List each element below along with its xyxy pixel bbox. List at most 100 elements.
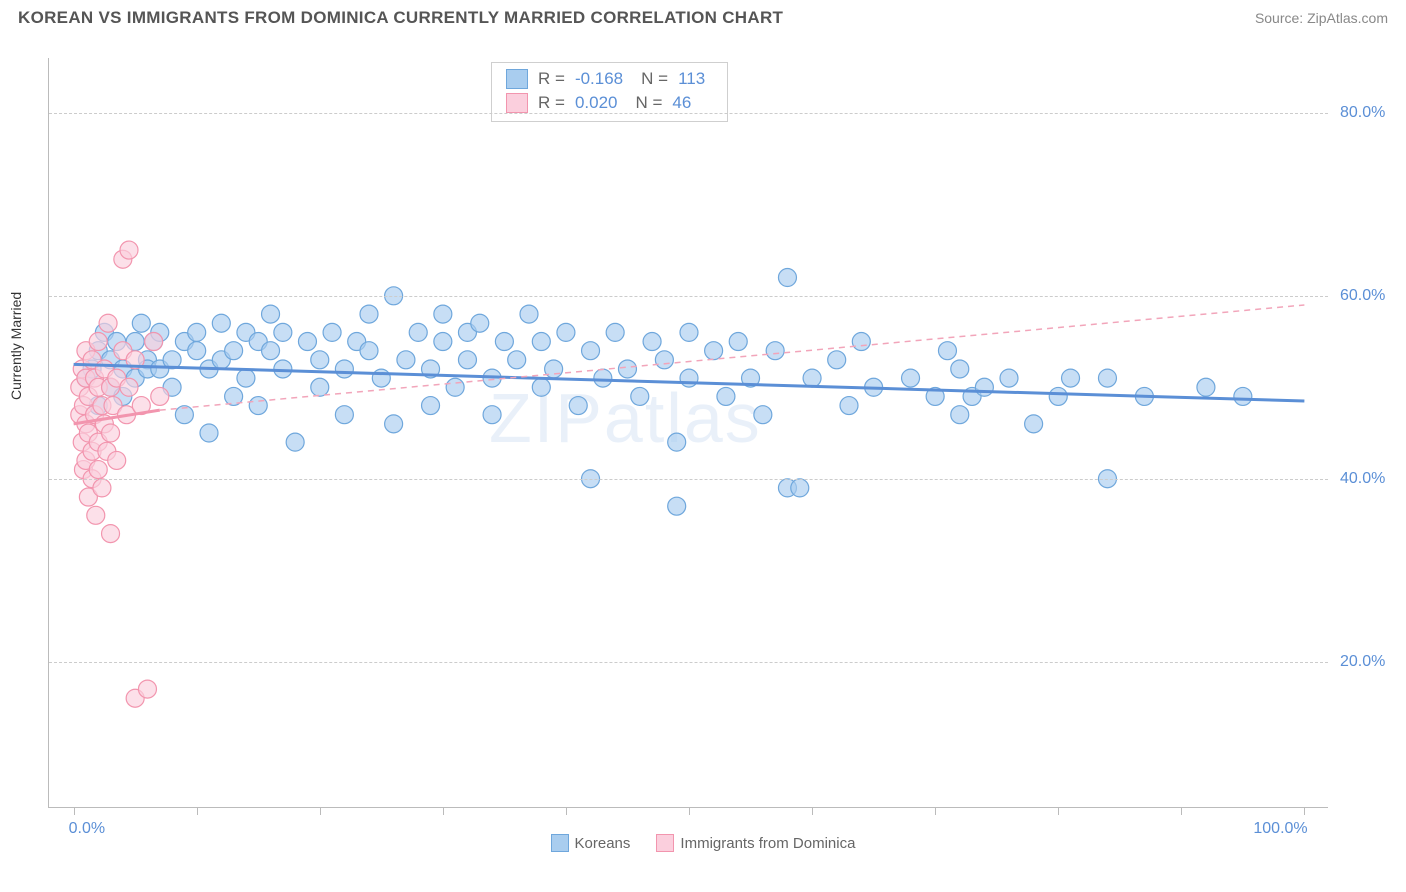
data-point-koreans [631, 387, 649, 405]
r-label: R = [538, 93, 565, 113]
data-point-koreans [902, 369, 920, 387]
data-point-koreans [705, 342, 723, 360]
x-tick [1181, 807, 1182, 815]
data-point-koreans [975, 378, 993, 396]
data-point-koreans [618, 360, 636, 378]
n-value-koreans: 113 [678, 69, 705, 89]
swatch-dominica-icon [506, 93, 528, 113]
data-point-dominica [138, 680, 156, 698]
data-point-dominica [99, 314, 117, 332]
data-point-koreans [951, 360, 969, 378]
data-point-koreans [545, 360, 563, 378]
data-point-dominica [108, 451, 126, 469]
data-point-koreans [852, 333, 870, 351]
data-point-koreans [520, 305, 538, 323]
data-point-koreans [360, 342, 378, 360]
data-point-koreans [385, 415, 403, 433]
data-point-dominica [87, 506, 105, 524]
data-point-koreans [803, 369, 821, 387]
data-point-koreans [582, 342, 600, 360]
stats-row-koreans: R = -0.168 N = 113 [506, 67, 713, 91]
data-point-koreans [717, 387, 735, 405]
legend-label-koreans: Koreans [575, 835, 631, 852]
data-point-koreans [557, 323, 575, 341]
data-point-koreans [446, 378, 464, 396]
y-tick-label: 20.0% [1340, 653, 1385, 671]
data-point-koreans [237, 369, 255, 387]
source-text: Source: ZipAtlas.com [1255, 10, 1388, 26]
x-tick [566, 807, 567, 815]
data-point-koreans [532, 378, 550, 396]
legend-label-dominica: Immigrants from Dominica [680, 835, 855, 852]
data-point-koreans [188, 323, 206, 341]
data-point-koreans [680, 323, 698, 341]
data-point-koreans [360, 305, 378, 323]
legend-item-koreans: Koreans [551, 834, 631, 852]
data-point-koreans [1234, 387, 1252, 405]
data-point-koreans [532, 333, 550, 351]
data-point-koreans [643, 333, 661, 351]
data-point-koreans [754, 406, 772, 424]
r-value-koreans: -0.168 [575, 69, 623, 89]
data-point-koreans [828, 351, 846, 369]
y-axis-label: Currently Married [8, 292, 24, 400]
data-point-koreans [508, 351, 526, 369]
data-point-koreans [409, 323, 427, 341]
data-point-koreans [311, 378, 329, 396]
data-point-koreans [471, 314, 489, 332]
data-point-koreans [1049, 387, 1067, 405]
data-point-dominica [145, 333, 163, 351]
data-point-koreans [372, 369, 390, 387]
swatch-koreans-icon [506, 69, 528, 89]
data-point-koreans [422, 397, 440, 415]
x-tick [197, 807, 198, 815]
data-point-koreans [594, 369, 612, 387]
data-point-koreans [495, 333, 513, 351]
data-point-koreans [668, 497, 686, 515]
data-point-koreans [791, 479, 809, 497]
gridline-h [49, 662, 1328, 663]
y-tick-label: 40.0% [1340, 470, 1385, 488]
data-point-koreans [483, 406, 501, 424]
data-point-koreans [938, 342, 956, 360]
data-point-koreans [655, 351, 673, 369]
data-point-dominica [120, 241, 138, 259]
x-tick-label-max: 100.0% [1253, 820, 1307, 838]
legend-swatch-dominica-icon [656, 834, 674, 852]
gridline-h [49, 296, 1328, 297]
data-point-koreans [606, 323, 624, 341]
x-tick [1304, 807, 1305, 815]
data-point-koreans [951, 406, 969, 424]
data-point-koreans [311, 351, 329, 369]
data-point-koreans [249, 397, 267, 415]
data-point-koreans [225, 342, 243, 360]
data-point-koreans [335, 360, 353, 378]
data-point-dominica [93, 479, 111, 497]
gridline-h [49, 113, 1328, 114]
r-label: R = [538, 69, 565, 89]
x-tick [812, 807, 813, 815]
data-point-koreans [1197, 378, 1215, 396]
n-label: N = [641, 69, 668, 89]
data-point-koreans [188, 342, 206, 360]
data-point-koreans [1098, 369, 1116, 387]
data-point-koreans [766, 342, 784, 360]
data-point-koreans [569, 397, 587, 415]
data-point-koreans [323, 323, 341, 341]
data-point-koreans [1062, 369, 1080, 387]
data-point-koreans [668, 433, 686, 451]
data-point-koreans [680, 369, 698, 387]
data-point-koreans [200, 424, 218, 442]
data-point-koreans [1000, 369, 1018, 387]
data-point-dominica [151, 387, 169, 405]
x-tick [443, 807, 444, 815]
data-point-koreans [458, 351, 476, 369]
x-tick [320, 807, 321, 815]
x-tick [935, 807, 936, 815]
data-point-koreans [778, 269, 796, 287]
data-point-dominica [89, 461, 107, 479]
x-tick [74, 807, 75, 815]
data-point-dominica [89, 333, 107, 351]
data-point-koreans [397, 351, 415, 369]
chart-plot-area: ZIPatlas R =-0.168N =113R =0.020N =46 [48, 58, 1328, 808]
